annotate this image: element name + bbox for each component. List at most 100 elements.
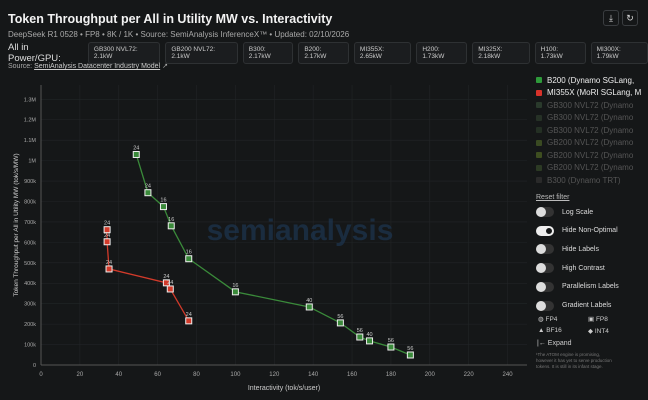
data-point — [185, 317, 193, 325]
toggle-switch[interactable] — [536, 225, 554, 236]
legend-item[interactable]: B300 (Dynamo TRT) — [536, 174, 648, 187]
x-tick-label: 240 — [503, 372, 514, 378]
data-point — [103, 238, 111, 246]
data-label: 24 — [186, 312, 192, 318]
x-tick-label: 20 — [77, 372, 84, 378]
legend-swatch — [536, 164, 542, 171]
power-chip: MI300X: 1.79kW — [590, 42, 648, 64]
y-tick-label: 400k — [24, 281, 36, 287]
toggle-high-contrast[interactable]: High Contrast — [536, 263, 605, 274]
legend-swatch — [536, 152, 542, 159]
toggle-switch[interactable] — [536, 207, 554, 217]
y-tick-label: 1.3M — [24, 97, 37, 103]
legend-swatch — [536, 177, 542, 184]
data-point — [406, 351, 414, 359]
data-point — [105, 265, 113, 273]
toggle-switch[interactable] — [536, 300, 554, 311]
toggle-switch[interactable] — [536, 244, 554, 255]
power-chip: H200: 1.73kW — [416, 42, 468, 64]
y-tick-label: 600k — [24, 240, 36, 246]
data-label: 24 — [167, 280, 173, 286]
reset-filter-link[interactable]: Reset filter — [536, 194, 570, 201]
y-tick-label: 800k — [24, 199, 36, 205]
expand-icon: |← — [537, 340, 546, 347]
fp4-label: FP4 — [545, 316, 558, 323]
power-chip: MI355X: 2.65kW — [353, 42, 412, 64]
data-label: 24 — [133, 145, 139, 151]
data-label: 40 — [366, 332, 372, 338]
data-label: 16 — [232, 283, 238, 289]
toggle-switch[interactable] — [536, 281, 554, 292]
source-prefix: Source: — [8, 63, 33, 70]
data-point — [366, 337, 374, 345]
series-line — [106, 229, 190, 322]
legend-swatch — [536, 77, 542, 84]
y-tick-label: 700k — [24, 220, 36, 226]
series-line — [135, 154, 411, 356]
legend-swatch — [536, 102, 542, 109]
y-tick-label: 300k — [24, 302, 36, 308]
toggle-log-scale[interactable]: Log Scale — [536, 207, 593, 217]
legend-label: GB200 NVL72 (Dynamo — [547, 138, 634, 148]
toggle-hide-labels[interactable]: Hide Labels — [536, 244, 599, 255]
toggle-hide-non-optimal[interactable]: Hide Non-Optimal — [536, 225, 618, 236]
data-point — [185, 255, 193, 263]
footnote: ¹The ATOM engine is promising, however i… — [536, 352, 612, 369]
data-point — [103, 226, 111, 234]
legend-item[interactable]: GB300 NVL72 (Dynamo — [536, 112, 648, 125]
int4-marker: ◆ INT4 — [588, 328, 609, 335]
data-point — [132, 150, 140, 158]
data-label: 16 — [168, 217, 174, 223]
power-chip: B300: 2.17kW — [242, 42, 294, 64]
fp8-label: FP8 — [595, 316, 608, 323]
x-tick-label: 200 — [425, 372, 436, 378]
data-point — [144, 189, 152, 197]
legend-label: B200 (Dynamo SGLang, — [547, 75, 635, 85]
data-label: 56 — [407, 346, 413, 352]
data-label: 40 — [306, 298, 312, 304]
source-link[interactable]: SemiAnalysis Datacenter Industry Model — [34, 63, 161, 70]
refresh-icon[interactable]: ↻ — [622, 10, 638, 26]
toggle-switch[interactable] — [536, 263, 554, 274]
power-chip: H100: 1.73kW — [534, 42, 586, 64]
legend-item[interactable]: GB300 NVL72 (Dynamo — [536, 124, 648, 137]
y-tick-label: 500k — [24, 261, 36, 267]
legend-item[interactable]: GB200 NVL72 (Dynamo — [536, 149, 648, 162]
toggle-label: Gradient Labels — [562, 302, 612, 309]
x-tick-label: 160 — [347, 372, 358, 378]
toggle-label: Log Scale — [562, 208, 594, 216]
download-icon[interactable]: ⤓ — [603, 10, 619, 26]
x-tick-label: 220 — [464, 372, 475, 378]
data-label: 24 — [163, 274, 169, 280]
y-tick-label: 1.2M — [24, 118, 37, 124]
toggle-gradient-labels[interactable]: Gradient Labels — [536, 300, 612, 311]
data-point — [305, 303, 313, 311]
legend-swatch — [536, 89, 542, 96]
y-tick-label: 0 — [33, 363, 36, 369]
legend-swatch — [536, 127, 542, 134]
data-point — [387, 343, 395, 351]
y-axis-label: Token Throughput per All in Utility MW (… — [13, 153, 20, 296]
y-tick-label: 900k — [24, 179, 36, 185]
data-point — [336, 319, 344, 327]
legend-item[interactable]: GB200 NVL72 (Dynamo — [536, 162, 648, 175]
legend-item[interactable]: B200 (Dynamo SGLang, — [536, 74, 648, 87]
data-point — [162, 279, 170, 287]
fp8-marker: ▣ FP8 — [588, 316, 608, 323]
source-line: Source: SemiAnalysis Datacenter Industry… — [8, 62, 168, 70]
bf16-marker: ▲ BF16 — [538, 327, 562, 334]
expand-button[interactable]: |← Expand — [537, 340, 572, 347]
scatter-chart: 0 20 40 60 80 100 120 140 160 180 200 220 240 0 100k 20… — [13, 85, 527, 392]
legend-item[interactable]: GB300 NVL72 (Dynamo — [536, 99, 648, 112]
data-point — [356, 333, 364, 341]
data-label: 16 — [160, 198, 166, 204]
toggle-parallelism-labels[interactable]: Parallelism Labels — [536, 281, 619, 292]
watermark-logo: semianalysis — [207, 214, 394, 247]
external-link-icon: ↗ — [162, 63, 168, 70]
data-label: 16 — [186, 250, 192, 256]
legend-item[interactable]: MI355X (MoRI SGLang, M — [536, 87, 648, 100]
legend-label: GB300 NVL72 (Dynamo — [547, 100, 634, 110]
y-tick-label: 100k — [24, 343, 36, 349]
legend-item[interactable]: GB200 NVL72 (Dynamo — [536, 137, 648, 150]
x-axis-label: Interactivity (tok/s/user) — [248, 385, 320, 392]
